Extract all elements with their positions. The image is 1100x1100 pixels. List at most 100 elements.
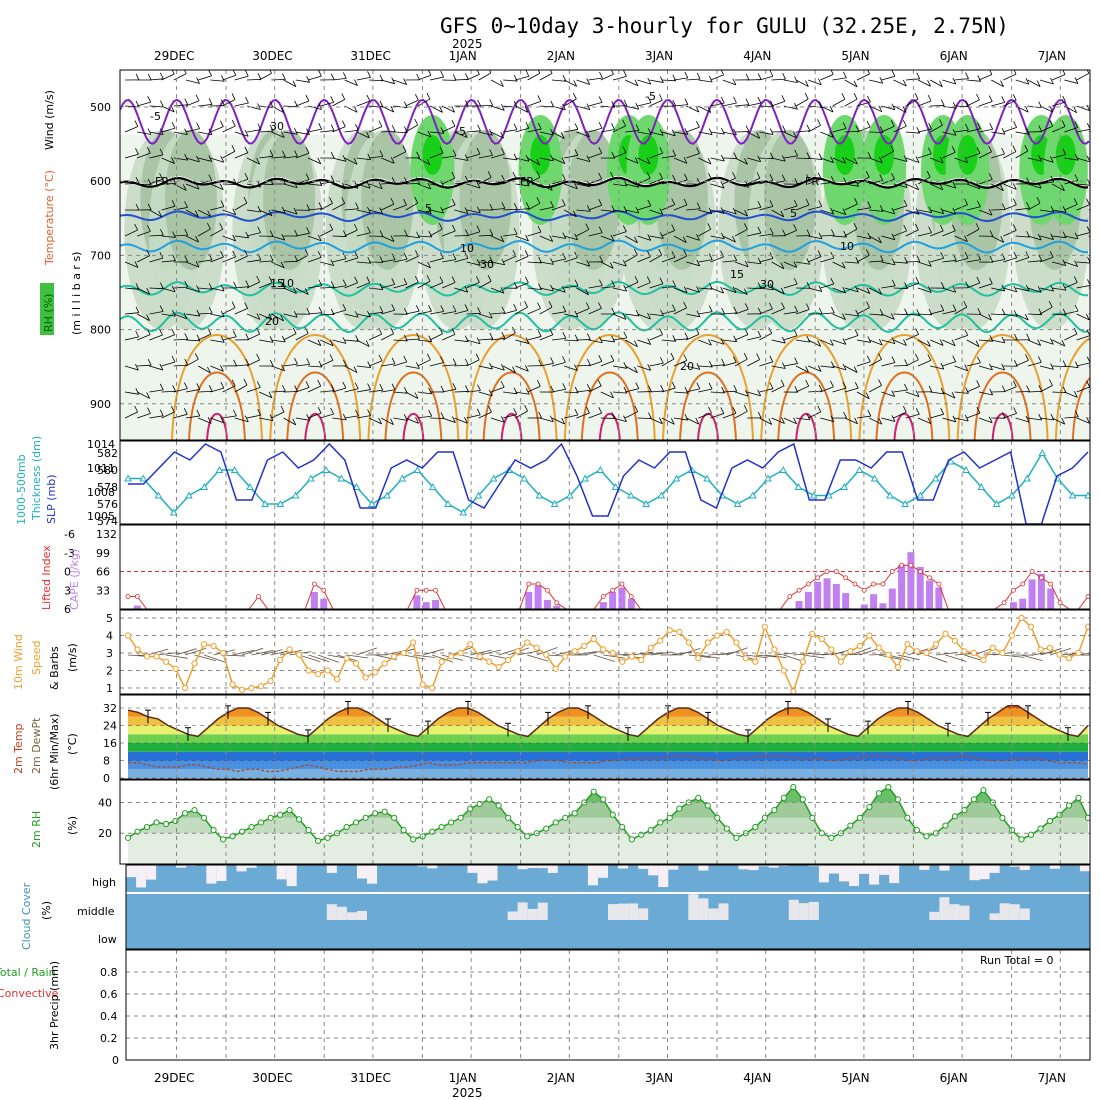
wind-barb bbox=[783, 305, 798, 315]
wind-barb bbox=[344, 409, 359, 419]
wind-barb bbox=[783, 277, 798, 289]
rh-tick-40: 40 bbox=[98, 796, 112, 809]
li-point bbox=[256, 594, 261, 599]
wind10-point bbox=[733, 639, 740, 646]
label-speed: Speed bbox=[30, 641, 43, 675]
wind-barb bbox=[905, 390, 920, 397]
wind-barb bbox=[625, 157, 639, 164]
wind-barb bbox=[368, 207, 383, 214]
wind-barb bbox=[783, 417, 797, 425]
contour-15c bbox=[120, 280, 1088, 297]
cloud-middle-bar bbox=[798, 903, 809, 920]
wind-barb bbox=[271, 150, 286, 159]
wind-barb bbox=[832, 313, 846, 320]
wind-barb bbox=[856, 70, 870, 81]
wind-barb bbox=[637, 199, 652, 211]
li-point bbox=[1029, 569, 1035, 574]
wind-barb bbox=[283, 417, 297, 426]
upper-grid bbox=[120, 70, 1090, 440]
thickness-point bbox=[489, 474, 498, 482]
rh2m-point bbox=[695, 794, 702, 801]
wind-barb bbox=[210, 156, 225, 163]
rh2m-point bbox=[562, 814, 569, 821]
wind-barb bbox=[405, 151, 420, 159]
wind-barb bbox=[271, 73, 286, 81]
wind-barb bbox=[686, 72, 701, 81]
wind-barb bbox=[295, 94, 310, 107]
wind-barb bbox=[795, 303, 810, 315]
wind-barb bbox=[393, 414, 408, 421]
date-top-29dec: 29DEC bbox=[154, 49, 194, 63]
wind-barb bbox=[771, 336, 786, 344]
wind10-point bbox=[932, 641, 940, 648]
cloud-high-bar bbox=[849, 865, 860, 886]
wind-barb bbox=[234, 146, 249, 159]
rh2m-point bbox=[1037, 825, 1044, 832]
wind-barb bbox=[832, 363, 847, 371]
cloud-high-bar bbox=[919, 865, 930, 870]
wind-barb bbox=[271, 282, 286, 290]
cape-bar bbox=[310, 591, 318, 609]
wind-barb bbox=[124, 388, 140, 395]
wind-barb bbox=[344, 223, 358, 237]
li-point bbox=[433, 587, 438, 593]
label-cloud-cover: Cloud Cover bbox=[20, 882, 33, 950]
wind-barb bbox=[771, 229, 786, 237]
wind-barb-10m bbox=[422, 648, 444, 656]
wind-barb bbox=[503, 74, 518, 82]
wind-barb bbox=[405, 275, 419, 289]
wind-barb bbox=[429, 222, 443, 237]
wind-barb bbox=[1015, 284, 1030, 292]
wind-barb bbox=[869, 105, 883, 113]
wind-barb bbox=[588, 279, 603, 289]
wind-barb bbox=[1052, 339, 1066, 347]
temp-tick-16: 16 bbox=[103, 737, 117, 750]
wind-barb bbox=[747, 201, 762, 211]
cloud-middle-bar bbox=[949, 904, 960, 920]
wind-barb bbox=[137, 249, 151, 263]
wind10-point bbox=[856, 642, 863, 650]
wind-barb bbox=[564, 279, 579, 289]
contour-freezing-inner bbox=[120, 175, 1088, 187]
wind-barb bbox=[137, 128, 152, 135]
wind-barb bbox=[137, 287, 151, 295]
wind-barb bbox=[551, 383, 567, 393]
wind-barb bbox=[625, 181, 640, 188]
cape-bar bbox=[1019, 598, 1027, 609]
cape-tick-99: 99 bbox=[96, 547, 110, 560]
wind-barb bbox=[454, 73, 469, 81]
wind-barb bbox=[783, 131, 797, 139]
rh2m-point bbox=[761, 814, 768, 821]
wind-barb bbox=[466, 147, 481, 159]
temp-band bbox=[128, 725, 1088, 735]
wind-barb bbox=[320, 354, 334, 367]
wind-barb bbox=[661, 198, 676, 211]
wind-barb bbox=[673, 198, 688, 211]
wind-barb bbox=[795, 174, 810, 185]
cape-tick-66: 66 bbox=[96, 566, 110, 579]
wind-barb bbox=[917, 260, 932, 267]
thickness-point bbox=[962, 465, 970, 473]
wind-barb bbox=[527, 411, 542, 419]
date-bottom-7jan: 7JAN bbox=[1038, 1071, 1066, 1085]
thickness-point bbox=[764, 474, 772, 482]
wind-barb bbox=[747, 330, 762, 341]
wind-barb-10m bbox=[945, 654, 967, 662]
wind-barb bbox=[1052, 183, 1065, 192]
wind-barb-10m bbox=[536, 647, 558, 656]
wind-barb bbox=[137, 407, 151, 419]
temp-tick-8: 8 bbox=[103, 755, 110, 768]
wind-barb bbox=[881, 356, 896, 367]
wind-barb bbox=[991, 79, 1004, 87]
date-top-6jan: 6JAN bbox=[940, 49, 968, 63]
wind-barb bbox=[185, 94, 200, 107]
wind-barb bbox=[454, 285, 469, 293]
rh-blob-saturated bbox=[874, 135, 895, 175]
wind10-point bbox=[438, 658, 445, 665]
wind-barb bbox=[661, 280, 677, 289]
wind-barb bbox=[515, 276, 529, 289]
wind-barb bbox=[393, 308, 408, 315]
wind-barb bbox=[137, 73, 152, 81]
wind-barb bbox=[503, 304, 518, 315]
contour-35c bbox=[1089, 438, 1090, 440]
